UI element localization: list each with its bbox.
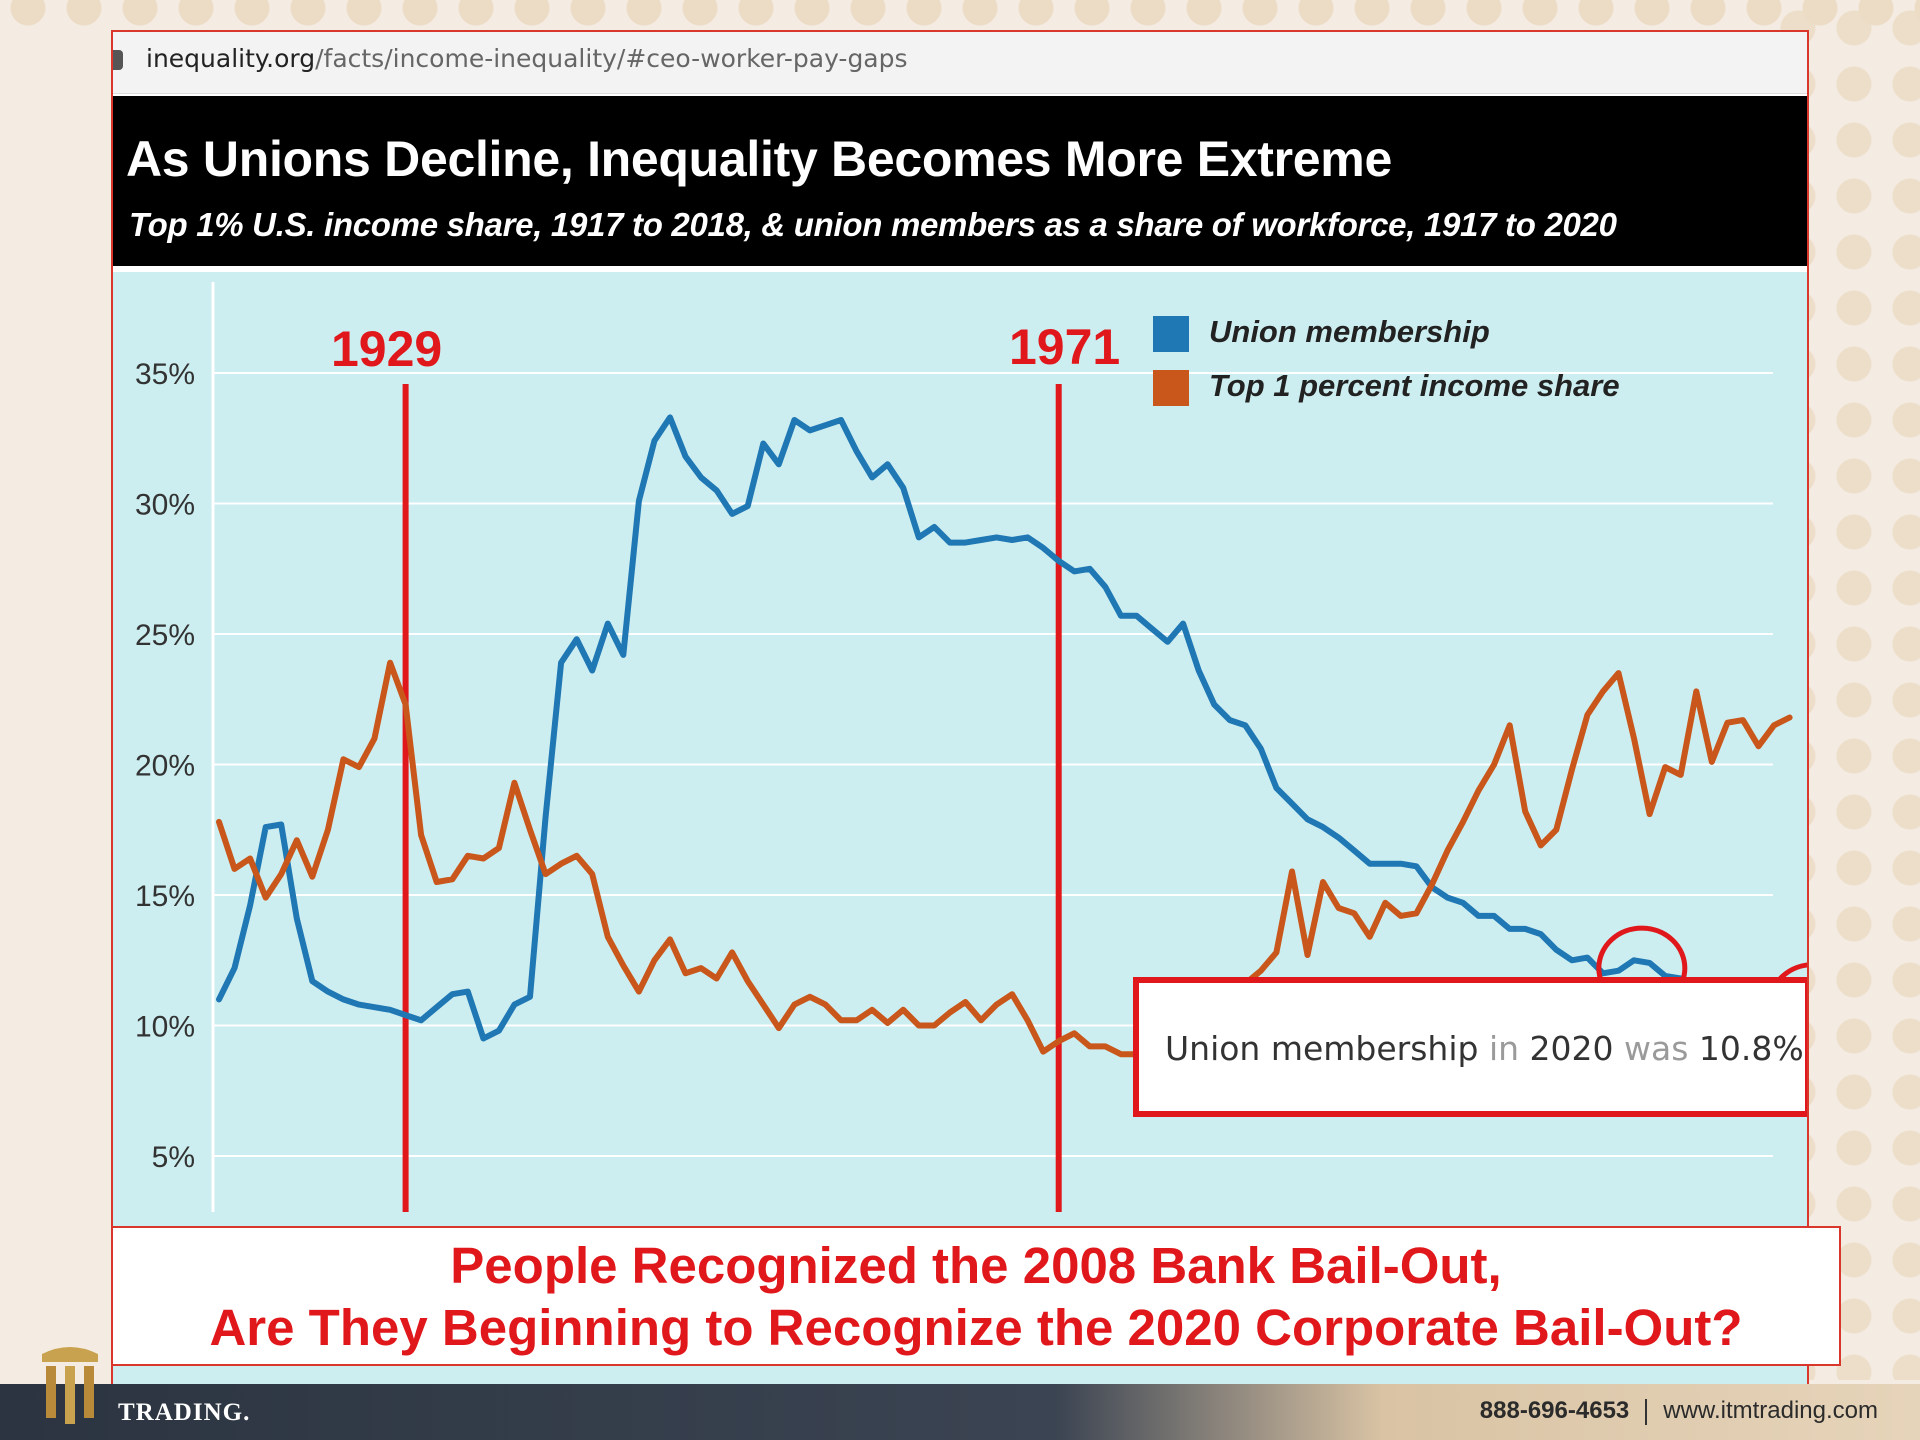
tooltip-year: 2020 [1529,1029,1614,1068]
line-chart: 5% 10% 15% 20% 25% 30% 35% [135,282,1807,1212]
tooltip-in: in [1478,1029,1530,1068]
tooltip-text: Union membership in 2020 was 10.8% [1165,1029,1804,1068]
url-path: /facts/income-inequality/#ceo-worker-pay… [315,44,908,73]
embedded-screenshot: inequality.org/facts/income-inequality/#… [111,30,1809,1390]
tooltip-series: Union membership [1165,1029,1479,1068]
legend-swatch-top1 [1153,370,1189,406]
y-tick-label: 35% [135,358,195,391]
y-tick-label: 10% [135,1011,195,1044]
series-line-top1 [216,659,1793,1058]
annotation-year-1971: 1971 [1009,319,1121,375]
url-domain: inequality.org [146,44,316,73]
lock-icon [113,50,123,70]
y-tick-label: 25% [135,619,195,652]
y-tick-label: 20% [135,750,195,783]
phone-number[interactable]: 888-696-4653 [1479,1397,1630,1424]
series-line-union [216,414,1807,1042]
footer-bar [0,1384,1920,1440]
contact-separator [1645,1398,1648,1425]
decorative-pattern-top [0,0,1920,28]
headline-banner: People Recognized the 2008 Bank Bail-Out… [111,1226,1841,1366]
chart-subtitle: Top 1% U.S. income share, 1917 to 2018, … [129,206,1617,243]
url-text[interactable]: inequality.org/facts/income-inequality/#… [146,44,908,73]
tooltip-value: 10.8% [1698,1029,1804,1068]
y-tick-label: 15% [135,880,195,913]
itm-logo-icon [42,1347,98,1424]
chart-header: As Unions Decline, Inequality Becomes Mo… [113,96,1807,266]
legend-label-union: Union membership [1209,314,1490,349]
browser-url-bar[interactable]: inequality.org/facts/income-inequality/#… [113,32,1807,94]
contact-info: 888-696-4653 www.itmtrading.com [1480,1397,1878,1425]
brand-name: TRADING. [118,1399,251,1426]
annotation-year-1929: 1929 [331,321,443,377]
legend-label-top1: Top 1 percent income share [1209,368,1620,403]
plot-area [113,272,1807,1388]
banner-line-1: People Recognized the 2008 Bank Bail-Out… [450,1237,1502,1294]
chart-title: As Unions Decline, Inequality Becomes Mo… [126,131,1392,187]
legend-swatch-union [1153,316,1189,352]
tooltip-was: was [1613,1029,1699,1068]
banner-line-2: Are They Beginning to Recognize the 2020… [209,1299,1743,1356]
y-tick-label: 30% [135,489,195,522]
website-link[interactable]: www.itmtrading.com [1663,1397,1878,1424]
y-tick-label: 5% [152,1141,195,1174]
tooltip-union-2020: Union membership in 2020 was 10.8% [1133,977,1807,1117]
